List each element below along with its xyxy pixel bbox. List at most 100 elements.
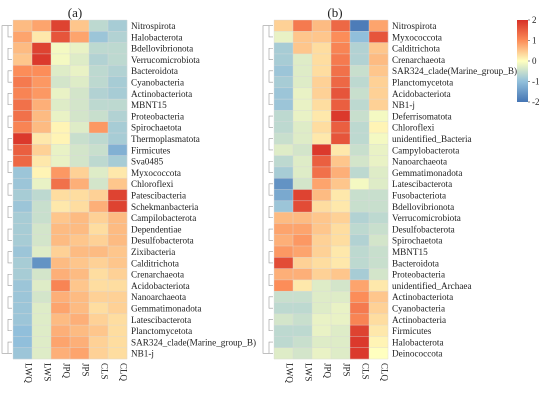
heatmap-cell-b-r2-c2: Calditrichota / JPQ: 0.3 [312,42,332,55]
heatmap-cell-a-r22-c2: Crenarchaeota / JPQ: 0.7 [51,268,71,281]
heatmap-cell-b-r8-c0: Deferrisomatota / LWQ: -0.6 [274,110,294,122]
heatmap-cell-a-r29-c0: NB1-j / LWQ: -0.9 [13,347,33,360]
heatmap-cell-a-r26-c3: Latescibacterota / JPS: 0.7 [70,313,90,326]
heatmap-cell-a-r27-c0: Planctomycetota / LWQ: -1 [13,325,33,337]
heatmap-cell-b-r10-c5: unidentified_Bacteria / CLQ: -0.1 [369,133,389,145]
colorbar-tick-label-0: 2 [532,15,537,25]
heatmap-cell-b-r6-c4: Acidobacteriota / CLS: -0.5 [350,87,370,100]
heatmap-cell-a-r23-c1: Acidobacteriota / LWS: -0.3 [32,279,52,292]
heatmap-cell-a-r4-c2: Bacteroidota / JPQ: -0.3 [51,65,71,77]
heatmap-cell-a-r4-c5: Bacteroidota / CLQ: -0.7 [108,65,128,77]
heatmap-cell-a-r11-c5: Firmicutes / CLQ: -1.2 [108,144,128,156]
heatmap-cell-b-r12-c5: Nanoarchaeota / CLQ: -0.2 [369,155,389,168]
column-label-a-3: JPS [81,363,91,377]
row-label-a-15: Patescibacteria [131,190,186,200]
heatmap-cell-b-r2-c1: Calditrichota / LWS: 0.5 [293,42,313,55]
row-label-a-22: Crenarchaeota [131,270,184,280]
heatmap-cell-b-r5-c3: Planctomycetota / JPS: 1.4 [331,76,351,88]
heatmap-cell-b-r26-c5: Actinobacteria / CLQ: 0.3 [369,313,389,326]
heatmap-cell-a-r18-c3: Dependentiae / JPS: 0.6 [70,223,90,235]
heatmap-cell-a-r13-c2: Myxococcota / JPQ: 0.9 [51,166,71,179]
heatmap-cell-a-r9-c0: Spirochaetota / LWQ: 1.1 [13,121,33,134]
heatmap-cell-a-r13-c1: Myxococcota / LWS: 0.1 [32,166,52,179]
row-label-b-16: Bdellovibrionota [392,202,454,212]
row-label-a-6: Actinobacteriota [131,89,192,99]
heatmap-cell-a-r1-c1: Halobacterota / LWS: 0.2 [32,31,52,43]
heatmap-cell-a-r4-c3: Bacteroidota / JPS: -0.2 [70,65,90,77]
heatmap-cell-a-r28-c2: SAR324_clade(Marine_group_B) / JPQ: 0.8 [51,336,71,348]
heatmap-cell-a-r20-c3: Zixibacteria / JPS: 0.6 [70,246,90,258]
heatmap-cell-a-r5-c2: Cyanobacteria / JPQ: -0.4 [51,76,71,88]
heatmap-cell-a-r2-c0: Bdellovibrionota / LWQ: 0.6 [13,42,33,55]
heatmap-cell-b-r20-c2: MBNT15 / JPQ: 0.4 [312,246,332,258]
heatmap-cell-b-r19-c5: Spirochaetota / CLQ: -0.4 [369,234,389,247]
heatmap-cell-b-r4-c0: SAR324_clade(Marine_group_B) / LWQ: -0.9 [274,65,294,77]
heatmap-cell-a-r3-c3: Verrucomicrobiota / JPS: -0.3 [70,53,90,66]
row-label-b-10: unidentified_Bacteria [392,134,472,144]
heatmap-cell-b-r1-c1: Myxococcota / LWS: 0.5 [293,31,313,43]
heatmap-cell-a-r5-c5: Cyanobacteria / CLQ: -0.8 [108,76,128,88]
heatmap-cell-b-r25-c5: Cyanobacteria / CLQ: 0.4 [369,302,389,314]
heatmap-cell-b-r3-c5: Crenarchaeota / CLQ: 0.6 [369,53,389,66]
heatmap-cell-b-r25-c2: Cyanobacteria / JPQ: -0.3 [312,302,332,314]
heatmap-cell-b-r7-c0: NB1-j / LWQ: -0.9 [274,99,294,111]
heatmap-cell-a-r1-c5: Halobacterota / CLQ: -0.7 [108,31,128,43]
panel-b-title: (b) [327,5,342,20]
heatmap-cell-a-r10-c2: Thermoplasmatota / JPQ: 0.1 [51,133,71,145]
heatmap-cell-b-r8-c3: Deferrisomatota / JPS: 1.9 [331,110,351,122]
row-label-b-2: Calditrichota [392,44,440,54]
heatmap-cell-b-r26-c1: Actinobacteria / LWS: -0.5 [293,313,313,326]
heatmap-cell-a-r17-c1: Campilobacterota / LWS: -0.5 [32,212,52,224]
heatmap-cell-a-r27-c2: Planctomycetota / JPQ: 0.7 [51,325,71,337]
heatmap-cell-a-r6-c1: Actinobacteriota / LWS: 0.9 [32,87,52,100]
panel-a-title: (a) [68,5,82,20]
heatmap-cell-a-r18-c5: Dependentiae / CLQ: 0.6 [108,223,128,235]
heatmap-cell-a-r12-c5: Sva0485 / CLQ: -0.8 [108,155,128,168]
heatmap-cell-a-r26-c2: Latescibacterota / JPQ: 0.6 [51,313,71,326]
row-label-a-19: Desulfobacterota [131,236,194,246]
heatmap-cell-a-r24-c2: Nanoarchaeota / JPQ: 0.7 [51,291,71,303]
heatmap-cell-b-r26-c0: Actinobacteria / LWQ: -0.4 [274,313,294,326]
heatmap-cell-a-r17-c3: Campilobacterota / JPS: 0.6 [70,212,90,224]
colorbar-gradient [517,20,528,102]
heatmap-cell-b-r11-c0: Campylobacterota / LWQ: -0.3 [274,144,294,156]
heatmap-cell-a-r8-c5: Proteobacteria / CLQ: -0.7 [108,110,128,122]
heatmap-cell-a-r28-c5: SAR324_clade(Marine_group_B) / CLQ: 0.3 [108,336,128,348]
heatmap-cell-b-r16-c0: Bdellovibrionota / LWQ: -0.9 [274,200,294,213]
heatmap-cell-b-r13-c4: Gemmatimonadota / CLS: -0.6 [350,166,370,179]
row-label-b-6: Acidobacteriota [392,89,451,99]
heatmap-cell-a-r26-c4: Latescibacterota / CLS: 0.4 [89,313,109,326]
row-label-b-14: Latescibacterota [392,179,452,189]
heatmap-cell-b-r13-c0: Gemmatimonadota / LWQ: -0.8 [274,166,294,179]
heatmap-cell-b-r18-c3: Desulfobacterota / JPS: 0.3 [331,223,351,235]
heatmap-cell-a-r13-c5: Myxococcota / CLQ: 0.2 [108,166,128,179]
heatmap-cell-b-r19-c1: Spirochaetota / LWS: 0.9 [293,234,313,247]
heatmap-cell-b-r19-c3: Spirochaetota / JPS: 0.3 [331,234,351,247]
heatmap-cell-b-r9-c1: Chloroflexi / LWS: -0.3 [293,121,313,134]
heatmap-cell-a-r0-c1: Nitrospirota / LWS: 0.8 [32,20,52,32]
column-label-a-1: LWS [43,363,53,381]
heatmap-cell-b-r23-c1: unidentified_Archaea / LWS: 0.2 [293,279,313,292]
row-label-a-14: Chloroflexi [131,179,174,189]
row-label-b-8: Deferrisomatota [392,111,452,121]
heatmap-cell-a-r7-c3: MBNT15 / JPS: -0.4 [70,99,90,111]
heatmap-cell-b-r23-c3: unidentified_Archaea / JPS: -0.4 [331,279,351,292]
heatmap-cell-a-r26-c5: Latescibacterota / CLQ: 0.3 [108,313,128,326]
heatmap-cell-b-r29-c3: Deinococcota / JPS: -0.3 [331,347,351,360]
row-label-a-7: MBNT15 [131,100,167,110]
row-label-b-28: Halobacterota [392,337,444,347]
heatmap-cell-a-r17-c2: Campilobacterota / JPQ: 0.5 [51,212,71,224]
heatmap-cell-b-r10-c3: unidentified_Bacteria / JPS: 1.6 [331,133,351,145]
heatmap-cell-a-r29-c4: NB1-j / CLS: 0.4 [89,347,109,360]
heatmap-cell-b-r20-c4: MBNT15 / CLS: -0.6 [350,246,370,258]
heatmap-cell-a-r20-c0: Zixibacteria / LWQ: -0.9 [13,246,33,258]
heatmap-cell-a-r15-c4: Patescibacteria / CLS: 0.4 [89,189,109,201]
heatmap-cell-a-r12-c0: Sva0485 / LWQ: 1.4 [13,155,33,168]
heatmap-cell-a-r17-c5: Campilobacterota / CLQ: 0.6 [108,212,128,224]
row-label-b-3: Crenarchaeota [392,55,445,65]
heatmap-cell-a-r0-c4: Nitrospirota / CLS: -0.6 [89,20,109,32]
heatmap-cell-a-r10-c0: Thermoplasmatota / LWQ: 1.9 [13,133,33,145]
heatmap-cell-b-r17-c3: Verrucomicrobiota / JPS: 0.4 [331,212,351,224]
heatmap-cell-b-r10-c1: unidentified_Bacteria / LWS: -0.3 [293,133,313,145]
heatmap-cell-b-r13-c3: Gemmatimonadota / JPS: 0.7 [331,166,351,179]
